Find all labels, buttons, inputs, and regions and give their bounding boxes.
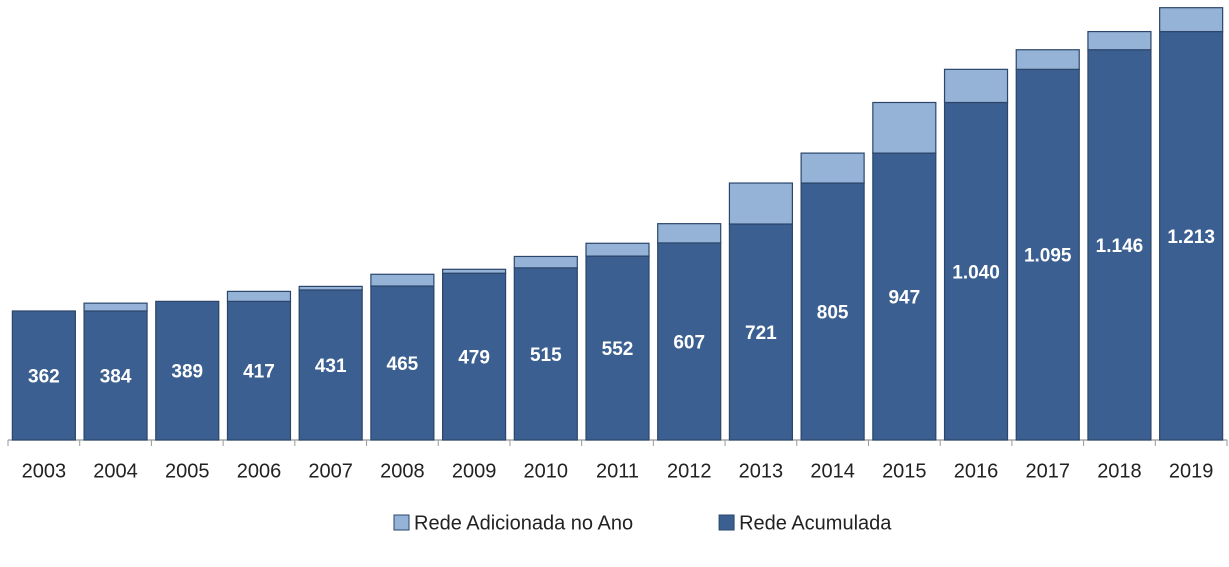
bar-segment	[1087, 30, 1152, 51]
x-tick-label: 2008	[380, 460, 425, 482]
x-tick-label: 2015	[882, 460, 927, 482]
bar-segment	[226, 290, 292, 302]
x-tick-label: 2006	[237, 460, 282, 482]
x-tick-label: 2004	[93, 460, 138, 482]
x-tick-label: 2003	[22, 460, 67, 482]
bar-segment	[370, 273, 435, 287]
bar-segment	[513, 255, 578, 269]
bar-segment	[585, 255, 650, 441]
x-tick-label: 2016	[954, 460, 999, 482]
x-tick-label: 2012	[667, 460, 712, 482]
bar-segment	[872, 152, 937, 441]
data-label: 362	[28, 367, 60, 388]
bar-segment	[83, 302, 148, 312]
bar-segment	[370, 285, 435, 441]
data-label: 1.040	[952, 262, 1000, 283]
bar-segment	[83, 310, 148, 441]
data-label: 805	[817, 303, 849, 324]
data-label: 607	[673, 332, 705, 353]
bar-segment	[155, 300, 220, 441]
data-label: 431	[315, 356, 347, 377]
legend-label: Rede Adicionada no Ano	[414, 512, 633, 534]
data-label: 515	[530, 345, 562, 366]
x-tick-label: 2018	[1097, 460, 1142, 482]
bar-segment	[728, 182, 794, 225]
bar-segment	[1015, 49, 1080, 70]
bar-segment	[1087, 49, 1152, 441]
x-tick-label: 2007	[308, 460, 353, 482]
bar-segment	[728, 223, 794, 441]
x-tick-label: 2014	[810, 460, 855, 482]
bar-segment	[513, 267, 578, 441]
data-label: 721	[745, 323, 777, 344]
bar-segment	[441, 272, 507, 441]
data-label: 1.213	[1167, 227, 1215, 248]
bar-segment	[226, 300, 292, 441]
x-tick-label: 2010	[524, 460, 569, 482]
bar-segment	[298, 285, 363, 291]
legend-swatch	[393, 514, 410, 531]
bar-segment	[11, 310, 76, 441]
x-tick-label: 2011	[596, 460, 639, 482]
data-label: 1.146	[1096, 236, 1144, 257]
legend-swatch	[718, 514, 735, 531]
bar-segment	[441, 268, 507, 274]
bar-segment	[872, 101, 937, 154]
bar-segment	[1159, 7, 1224, 33]
bar-segment	[943, 68, 1009, 104]
data-label: 465	[387, 354, 419, 375]
bar-segment	[298, 289, 363, 441]
x-tick-label: 2005	[165, 460, 210, 482]
bar-segment	[943, 101, 1009, 441]
data-label: 479	[458, 348, 490, 369]
data-label: 389	[171, 362, 203, 383]
data-label: 1.095	[1024, 246, 1072, 267]
bar-segment	[657, 242, 722, 441]
x-tick-label: 2013	[739, 460, 784, 482]
bar-segment	[800, 182, 865, 441]
bar-segment	[1159, 30, 1224, 441]
x-tick-label: 2017	[1025, 460, 1070, 482]
bar-segment	[800, 152, 865, 184]
x-tick-label: 2009	[452, 460, 497, 482]
data-label: 552	[602, 339, 634, 360]
legend-label: Rede Acumulada	[739, 512, 892, 534]
data-label: 384	[100, 367, 132, 388]
bar-segment	[657, 223, 722, 244]
data-label: 417	[243, 362, 275, 383]
x-tick-label: 2019	[1169, 460, 1214, 482]
data-label: 947	[888, 288, 920, 309]
bar-segment	[585, 242, 650, 257]
